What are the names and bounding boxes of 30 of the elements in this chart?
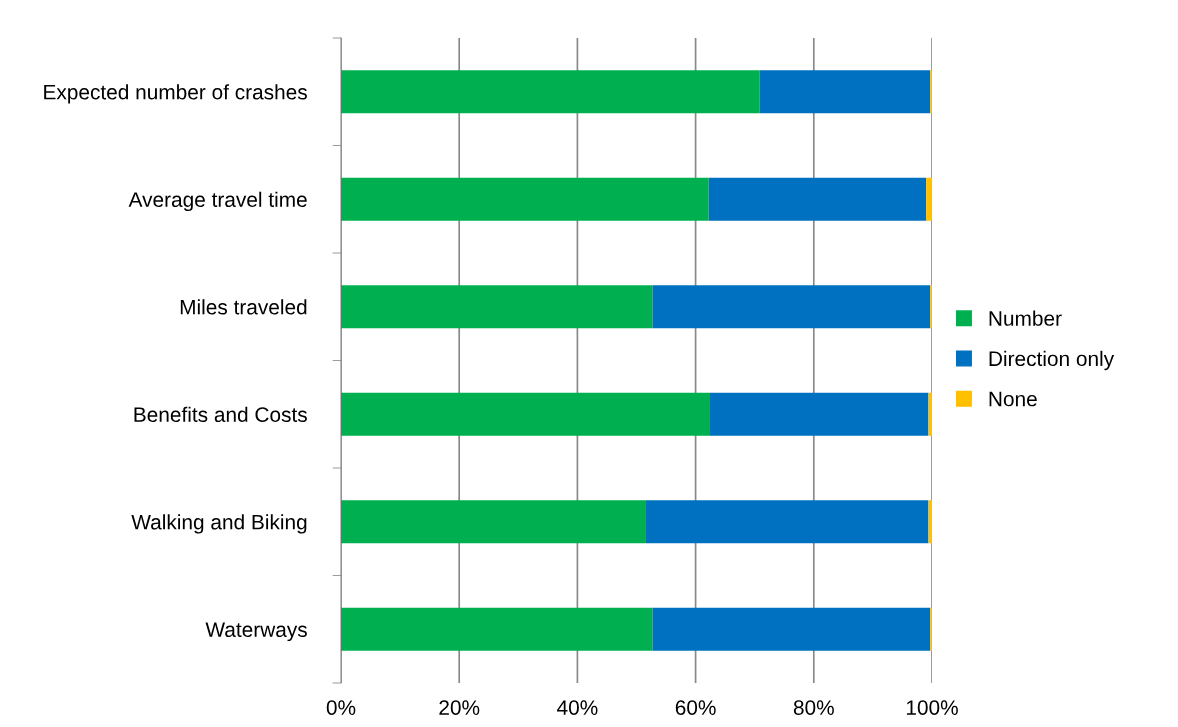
x-tick-label: 60%	[675, 700, 716, 715]
x-tick-label: 100%	[906, 700, 958, 715]
bar	[341, 392, 710, 436]
bar	[928, 500, 932, 544]
bar	[928, 392, 932, 436]
bar	[652, 607, 931, 651]
bar	[341, 70, 760, 114]
bar	[341, 500, 646, 544]
bar	[341, 285, 653, 329]
legend-label: Direction only	[989, 350, 1115, 371]
bar	[341, 607, 653, 651]
bar	[341, 177, 709, 221]
legend-label: Number	[989, 310, 1062, 326]
y-tick-label: Expected number of crashes	[44, 84, 307, 104]
x-tick-label: 20%	[439, 700, 480, 715]
legend-label: None	[989, 391, 1037, 407]
bar	[759, 70, 931, 114]
x-tick-label: 40%	[557, 700, 598, 715]
bar	[645, 500, 929, 544]
y-tick-label: Walking and Biking	[131, 514, 307, 534]
bar	[926, 177, 932, 221]
x-tick-label: 80%	[793, 700, 834, 715]
bar	[708, 177, 927, 221]
y-tick-label: Waterways	[205, 622, 307, 642]
bar	[709, 392, 929, 436]
y-tick-label: Benefits and Costs	[134, 406, 307, 422]
y-tick-label: Miles traveled	[180, 299, 307, 315]
y-tick-label: Average travel time	[128, 191, 307, 212]
bar	[652, 285, 931, 329]
x-tick-label: 0%	[326, 700, 356, 715]
